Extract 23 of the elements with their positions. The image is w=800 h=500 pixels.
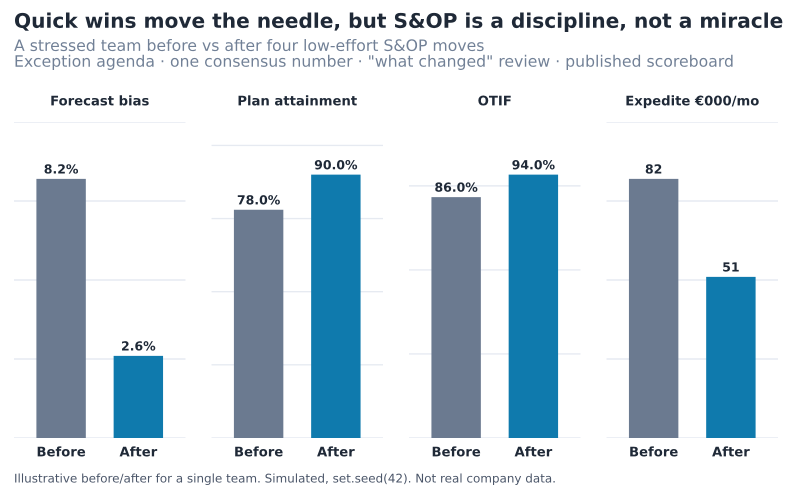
x-tick-label: After — [712, 446, 750, 457]
x-tick-label: After — [514, 446, 552, 457]
data-label: 82 — [646, 164, 662, 174]
data-label: 86.0% — [435, 182, 478, 192]
x-tick-label: Before — [235, 446, 283, 457]
data-label: 90.0% — [314, 160, 358, 170]
data-label: 78.0% — [238, 195, 280, 205]
chart-title: Forecast bias — [51, 95, 149, 106]
data-label: 2.6% — [122, 341, 156, 351]
text: A stressed team before vs after four low-effort S&OP moves Exception agenda · one consensus number · "what changed" review · published scoreboard — [14, 39, 733, 70]
data-label: 51 — [723, 262, 739, 272]
x-tick-label: After — [317, 446, 355, 457]
x-tick-label: Before — [630, 446, 678, 457]
text: Illustrative before/after for a single team. Simulated, set.seed(42). Not real company data. — [15, 473, 555, 485]
x-tick-label: After — [120, 446, 158, 457]
data-label: 94.0% — [512, 160, 555, 170]
text: Quick wins move the needle, but S&OP is a discipline, not a miracle — [15, 12, 782, 32]
chart-title: Plan attainment — [238, 95, 357, 106]
chart-title: Expedite €000/mo — [626, 95, 759, 108]
x-tick-label: Before — [38, 446, 86, 457]
chart-title: OTIF — [478, 96, 511, 106]
x-tick-label: Before — [432, 446, 480, 457]
data-label: 8.2% — [44, 164, 78, 174]
